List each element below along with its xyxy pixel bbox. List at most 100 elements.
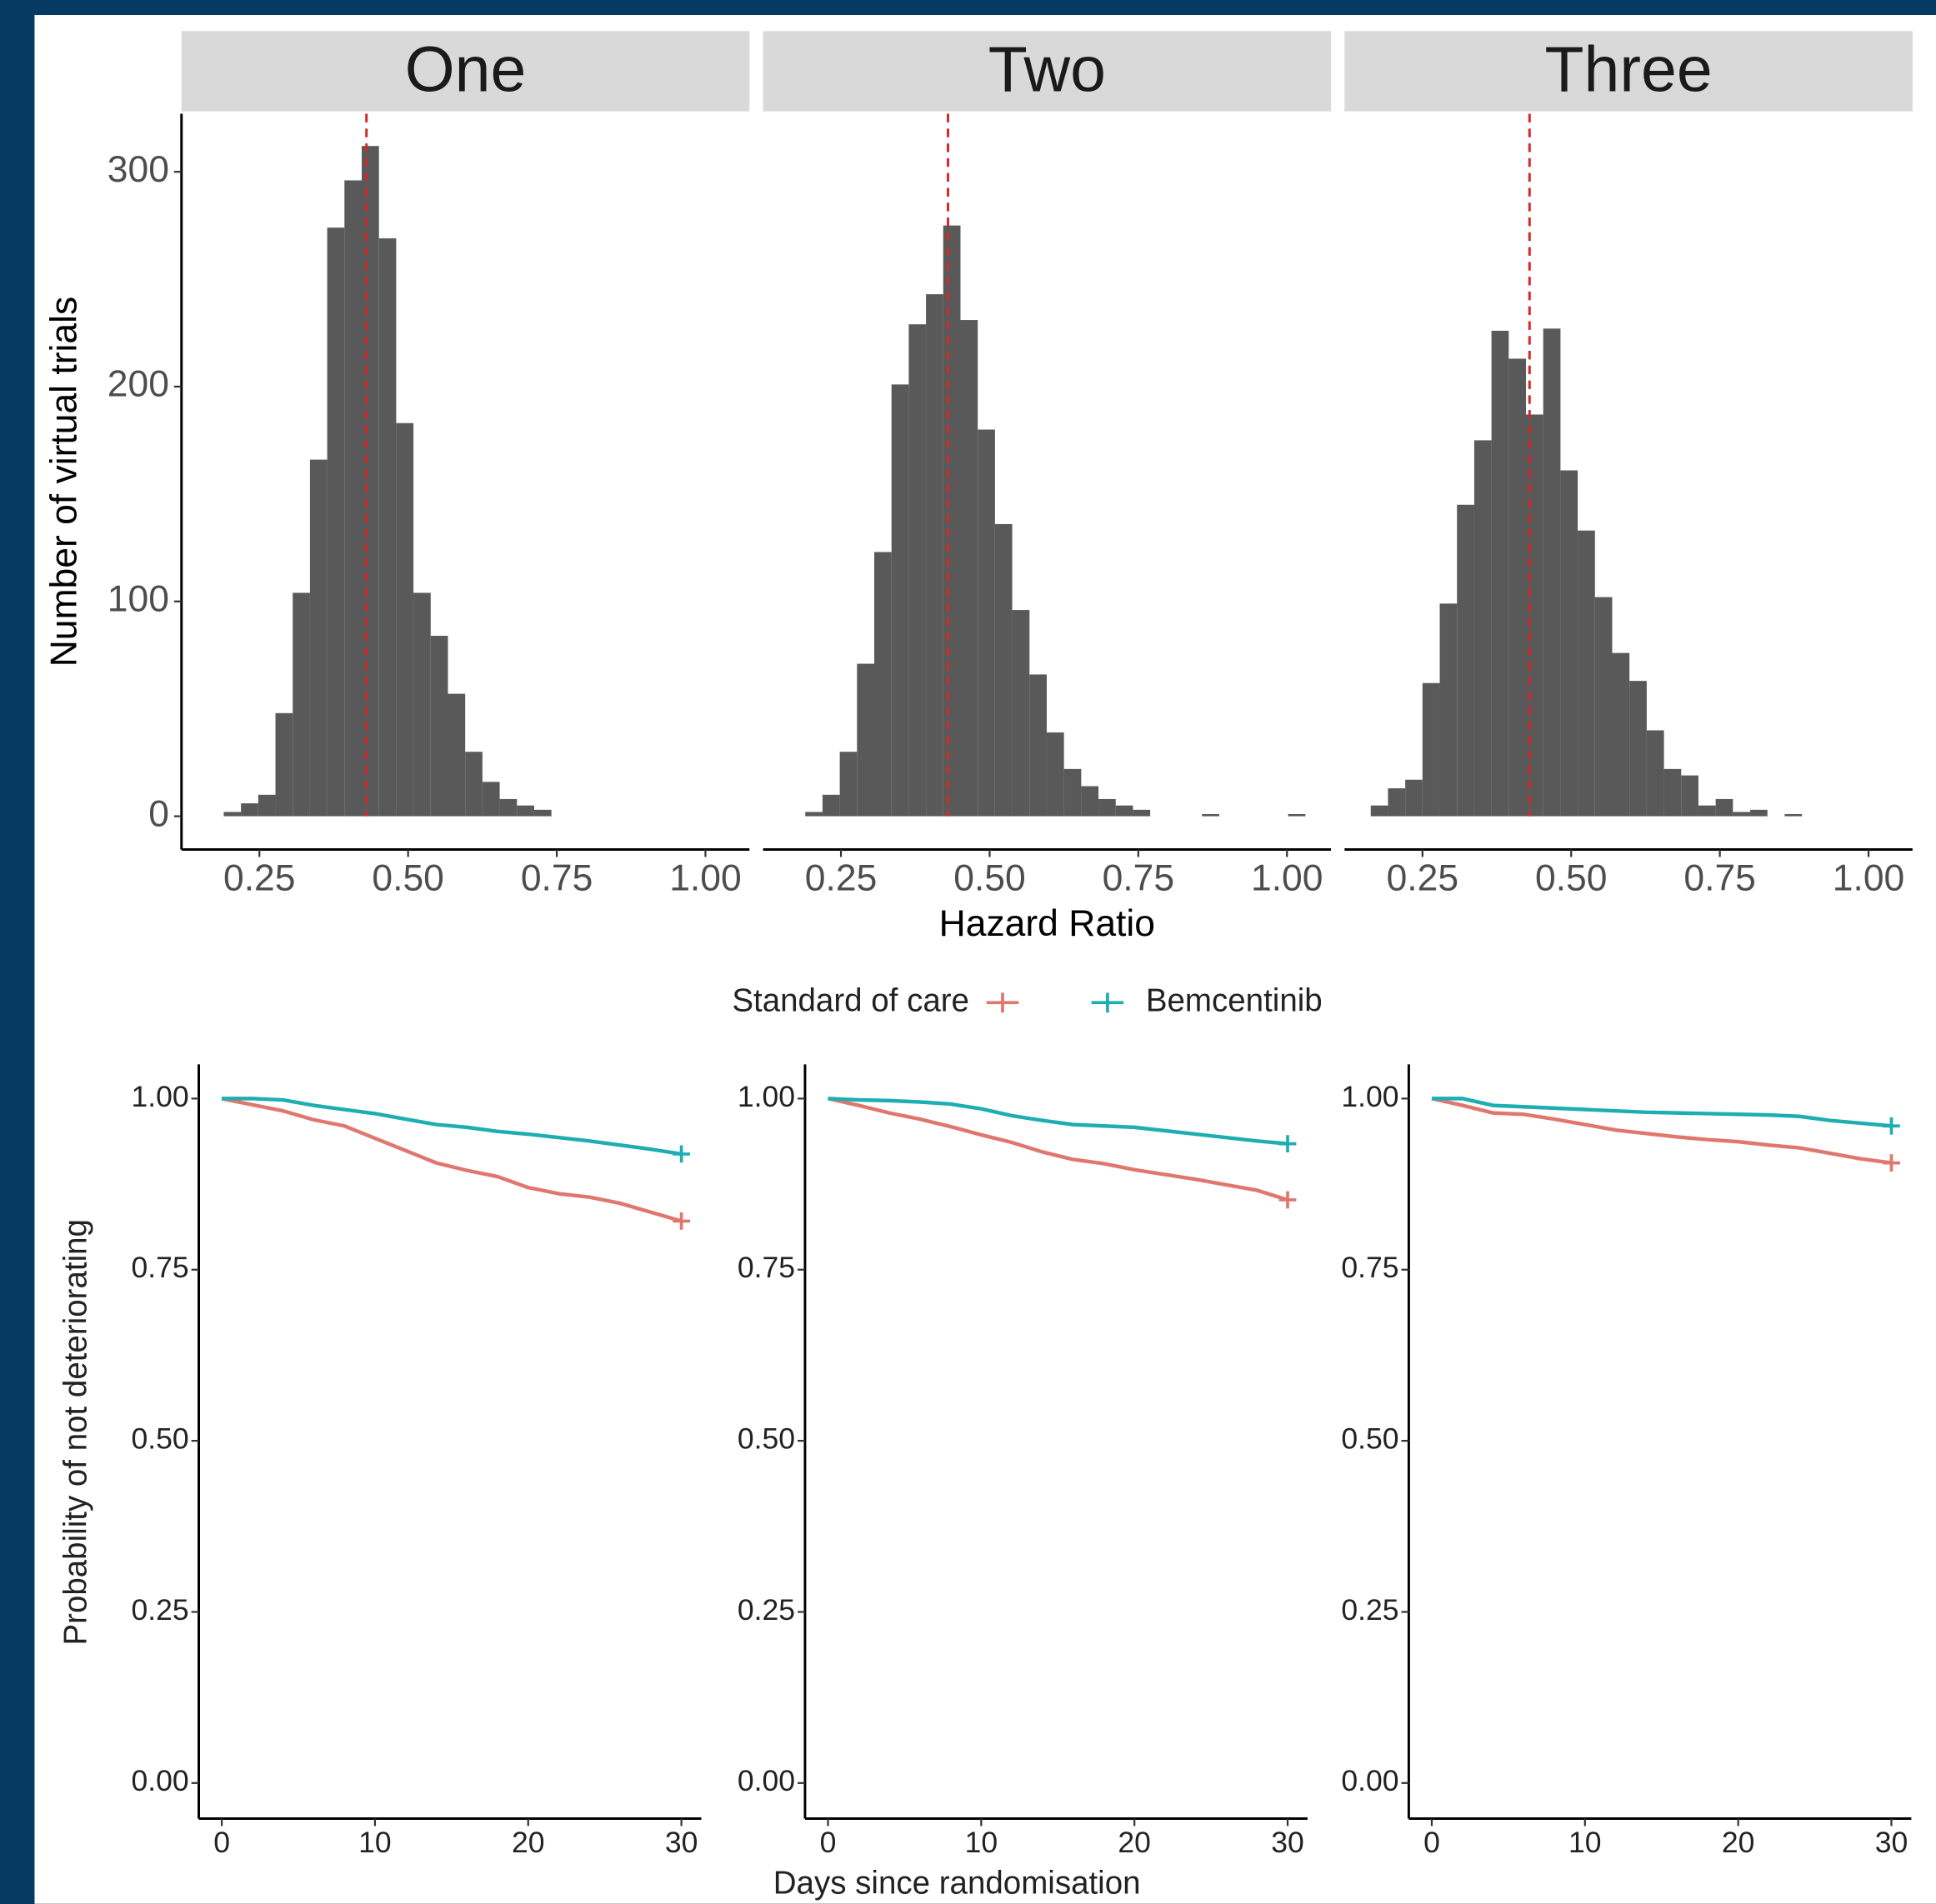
x-tick-label: 0.75	[1683, 857, 1756, 898]
histogram-bar	[1405, 779, 1423, 817]
histogram-bar	[1133, 809, 1151, 817]
histogram-bar	[275, 712, 293, 817]
y-tick-label: 0.75	[1341, 1251, 1398, 1284]
figure-panel	[34, 15, 1936, 1904]
histogram-bar	[448, 693, 466, 817]
censor-mark	[1278, 1191, 1297, 1209]
x-tick-label: 0.50	[953, 857, 1025, 898]
censor-mark	[673, 1212, 690, 1230]
histogram-bar	[1629, 681, 1647, 817]
y-tick-label: 0.50	[1341, 1422, 1398, 1455]
x-tick-label: 1.00	[1251, 857, 1323, 898]
y-tick-label: 100	[108, 579, 169, 620]
x-tick-label: 30	[1875, 1826, 1908, 1859]
x-tick-label: 0.75	[521, 857, 593, 898]
x-tick-label: 10	[358, 1826, 392, 1859]
y-tick-label: 0.25	[738, 1593, 795, 1627]
y-tick-label: 1.00	[131, 1080, 188, 1113]
facet-title: Three	[1545, 33, 1713, 105]
y-tick-label: 0.00	[738, 1764, 795, 1797]
y-tick-label: 1.00	[1341, 1080, 1398, 1113]
censor-mark	[1278, 1135, 1297, 1152]
facet-title: One	[405, 33, 527, 105]
survival-line	[828, 1097, 1288, 1146]
x-tick-label: 0.50	[1535, 857, 1608, 898]
histogram-bar	[241, 803, 258, 817]
x-tick-label: 0	[1423, 1826, 1440, 1859]
histogram-bar	[344, 180, 363, 817]
y-axis-title: Probability of not deteriorating	[58, 1219, 94, 1646]
histogram-bar	[517, 805, 534, 817]
x-tick-label: 1.00	[1833, 857, 1905, 898]
y-tick-label: 0.25	[131, 1593, 188, 1627]
histogram-bar	[1733, 812, 1751, 817]
histogram-bar	[430, 636, 448, 817]
histogram-bar	[994, 523, 1013, 817]
histogram-bar	[1663, 768, 1682, 817]
histogram-bar	[1715, 798, 1733, 817]
survival-line	[221, 1097, 683, 1223]
histogram-bar	[1698, 805, 1716, 817]
histogram-bar	[1388, 788, 1406, 817]
legend-key	[1091, 992, 1124, 1013]
y-axis-title: Number of virtual trials	[44, 297, 85, 667]
histogram-bar	[1594, 597, 1613, 817]
x-tick-label: 0.25	[223, 857, 296, 898]
histogram-bar	[1681, 775, 1698, 817]
histogram-bar	[533, 809, 552, 817]
histogram-bar	[1288, 813, 1306, 817]
histogram-bar	[908, 324, 927, 817]
x-axis-title: Days since randomisation	[773, 1866, 1141, 1902]
y-tick-label: 1.00	[738, 1080, 795, 1113]
histogram-bar	[499, 798, 518, 817]
histogram-bar	[293, 592, 310, 817]
histogram-bar	[1029, 674, 1047, 817]
histogram-bar	[1012, 610, 1030, 817]
x-tick-label: 20	[1118, 1826, 1151, 1859]
y-tick-label: 0.50	[131, 1422, 188, 1455]
y-tick-label: 0.25	[1341, 1593, 1398, 1627]
y-tick-label: 0.00	[1341, 1764, 1398, 1797]
histogram-bar	[1784, 813, 1803, 817]
survival-line	[828, 1097, 1288, 1202]
histogram-bar	[1543, 328, 1561, 817]
x-tick-label: 1.00	[669, 857, 742, 898]
histogram-bar	[822, 794, 840, 817]
histogram-bar	[1098, 798, 1116, 817]
histogram-bar	[258, 794, 276, 817]
survival-line	[1431, 1097, 1892, 1165]
histogram-bar	[1457, 504, 1474, 817]
histogram-bar	[805, 812, 823, 817]
histogram-bar	[874, 552, 892, 817]
histogram-bar	[378, 238, 397, 817]
x-tick-label: 20	[512, 1826, 545, 1859]
histogram-bar	[1491, 330, 1509, 817]
x-tick-label: 0.25	[1387, 857, 1459, 898]
legend-key	[986, 992, 1019, 1013]
y-tick-label: 0.00	[131, 1764, 188, 1797]
histogram-bar	[1612, 652, 1630, 817]
histogram-bar	[1439, 603, 1458, 817]
x-tick-label: 10	[965, 1826, 998, 1859]
survival-line	[222, 1097, 682, 1157]
y-tick-label: 0.50	[738, 1422, 795, 1455]
censor-mark	[1883, 1117, 1900, 1135]
histogram-bar	[327, 227, 345, 817]
y-tick-label: 0.75	[738, 1251, 795, 1284]
histogram-bar	[1508, 358, 1527, 817]
x-tick-label: 0.75	[1103, 857, 1175, 898]
legend-label: Standard of care	[732, 982, 969, 1018]
histogram-bar	[1578, 530, 1595, 817]
x-tick-label: 0.50	[372, 857, 444, 898]
histogram-bar	[1202, 813, 1219, 817]
histogram-bar	[396, 422, 414, 817]
histogram-bar	[1046, 732, 1064, 817]
histogram-bar	[978, 429, 995, 817]
x-tick-label: 0	[213, 1826, 230, 1859]
histogram-bar	[413, 592, 431, 817]
y-tick-label: 0	[148, 793, 169, 834]
y-tick-label: 300	[108, 149, 169, 190]
legend-label: Bemcentinib	[1146, 982, 1323, 1018]
histogram-bar	[839, 752, 858, 817]
